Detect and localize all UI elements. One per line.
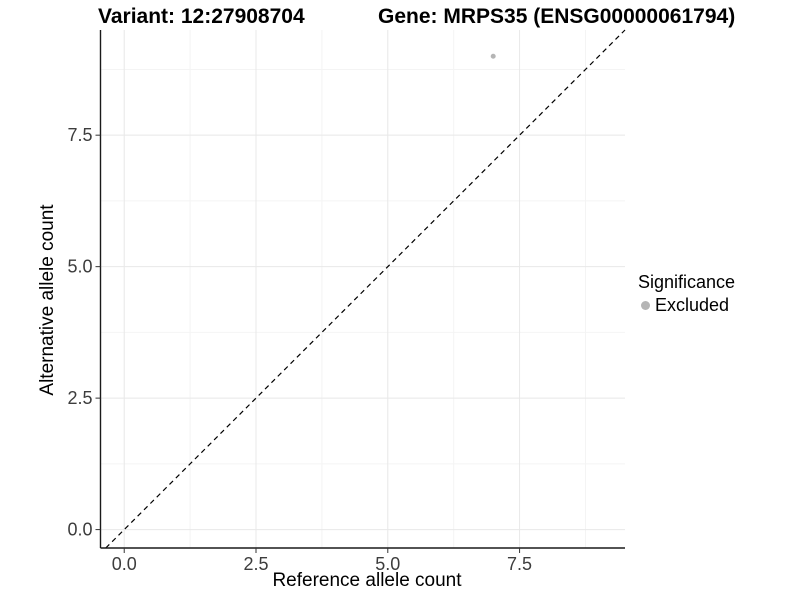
variant-title: Variant: 12:27908704	[98, 5, 305, 28]
y-tick-label: 5.0	[67, 257, 92, 277]
identity-dashed-line	[105, 29, 626, 549]
data-point-excluded	[490, 53, 496, 59]
x-tick-label: 2.5	[243, 554, 268, 574]
y-tick-label: 2.5	[67, 388, 92, 408]
y-tick-label: 0.0	[67, 520, 92, 540]
legend: Significance Excluded	[638, 272, 735, 316]
x-tick-label: 0.0	[112, 554, 137, 574]
y-axis-label: Alternative allele count	[37, 204, 58, 396]
legend-item-label: Excluded	[655, 295, 730, 315]
legend-title: Significance	[638, 272, 736, 292]
y-tick-label: 7.5	[67, 125, 92, 145]
excluded-marker-icon	[641, 301, 650, 310]
x-tick-label: 5.0	[375, 554, 400, 574]
legend-item-excluded: Excluded	[641, 295, 735, 316]
gene-title: Gene: MRPS35 (ENSG00000061794)	[378, 5, 736, 28]
x-tick-label: 7.5	[507, 554, 532, 574]
x-axis-label: Reference allele count	[272, 570, 462, 591]
